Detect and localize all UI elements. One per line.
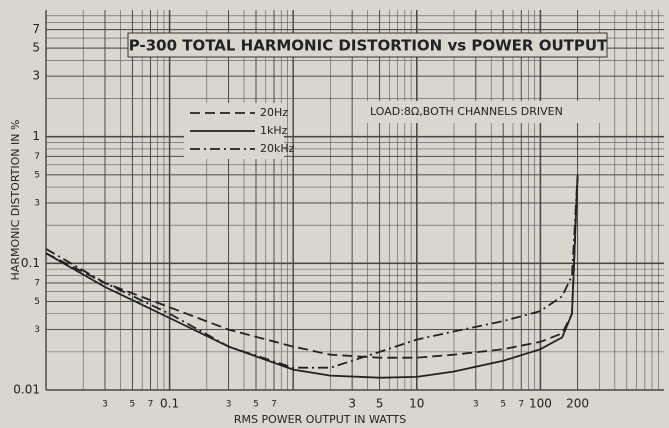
x-tick-label: 3: [226, 400, 232, 410]
x-tick-label: 0.1: [160, 397, 179, 411]
x-tick-label: 5: [253, 400, 259, 410]
annotation: LOAD:8Ω,BOTH CHANNELS DRIVEN: [370, 105, 563, 118]
x-tick-label: 5: [500, 400, 506, 410]
annotation-box: [366, 101, 612, 123]
x-tick-label: 7: [518, 400, 524, 410]
y-tick-label: 3: [34, 325, 40, 335]
title-box: [127, 32, 608, 58]
y-tick-label: 7: [34, 278, 40, 288]
legend-label: 20kHz: [260, 142, 295, 155]
x-tick-label: 5: [130, 400, 136, 410]
y-tick-label: 3: [34, 198, 40, 208]
x-tick-label: 7: [271, 400, 277, 410]
y-tick-label: 3: [32, 69, 40, 83]
series-line: [46, 174, 579, 379]
legend-label: 1kHz: [260, 124, 288, 137]
y-axis-label: HARMONIC DISTORTION IN %: [9, 120, 22, 281]
x-tick-label: 3: [102, 400, 108, 410]
y-tick-label: 7: [32, 22, 40, 36]
y-tick-label: 5: [34, 297, 40, 307]
y-tick-label: 0.1: [21, 256, 40, 270]
grid: [45, 10, 664, 391]
y-tick-label: 1: [32, 129, 40, 143]
x-tick-label: 5: [376, 397, 384, 411]
y-tick-label: 0.01: [13, 383, 40, 397]
x-axis-label: RMS POWER OUTPUT IN WATTS: [234, 413, 406, 426]
series-line: [46, 174, 579, 359]
x-tick-label: 200: [566, 397, 589, 411]
y-tick-label: 5: [34, 170, 40, 180]
x-tick-label: 3: [348, 397, 356, 411]
legend-label: 20Hz: [260, 106, 288, 119]
x-tick-label: 10: [409, 397, 424, 411]
y-tick-label: 7: [34, 152, 40, 162]
chart-title: P-300 TOTAL HARMONIC DISTORTION vs POWER…: [129, 37, 608, 55]
y-tick-label: 5: [32, 41, 40, 55]
x-tick-label: 7: [148, 400, 154, 410]
series-line: [46, 174, 579, 369]
x-tick-label: 100: [529, 397, 552, 411]
x-tick-label: 3: [473, 400, 479, 410]
